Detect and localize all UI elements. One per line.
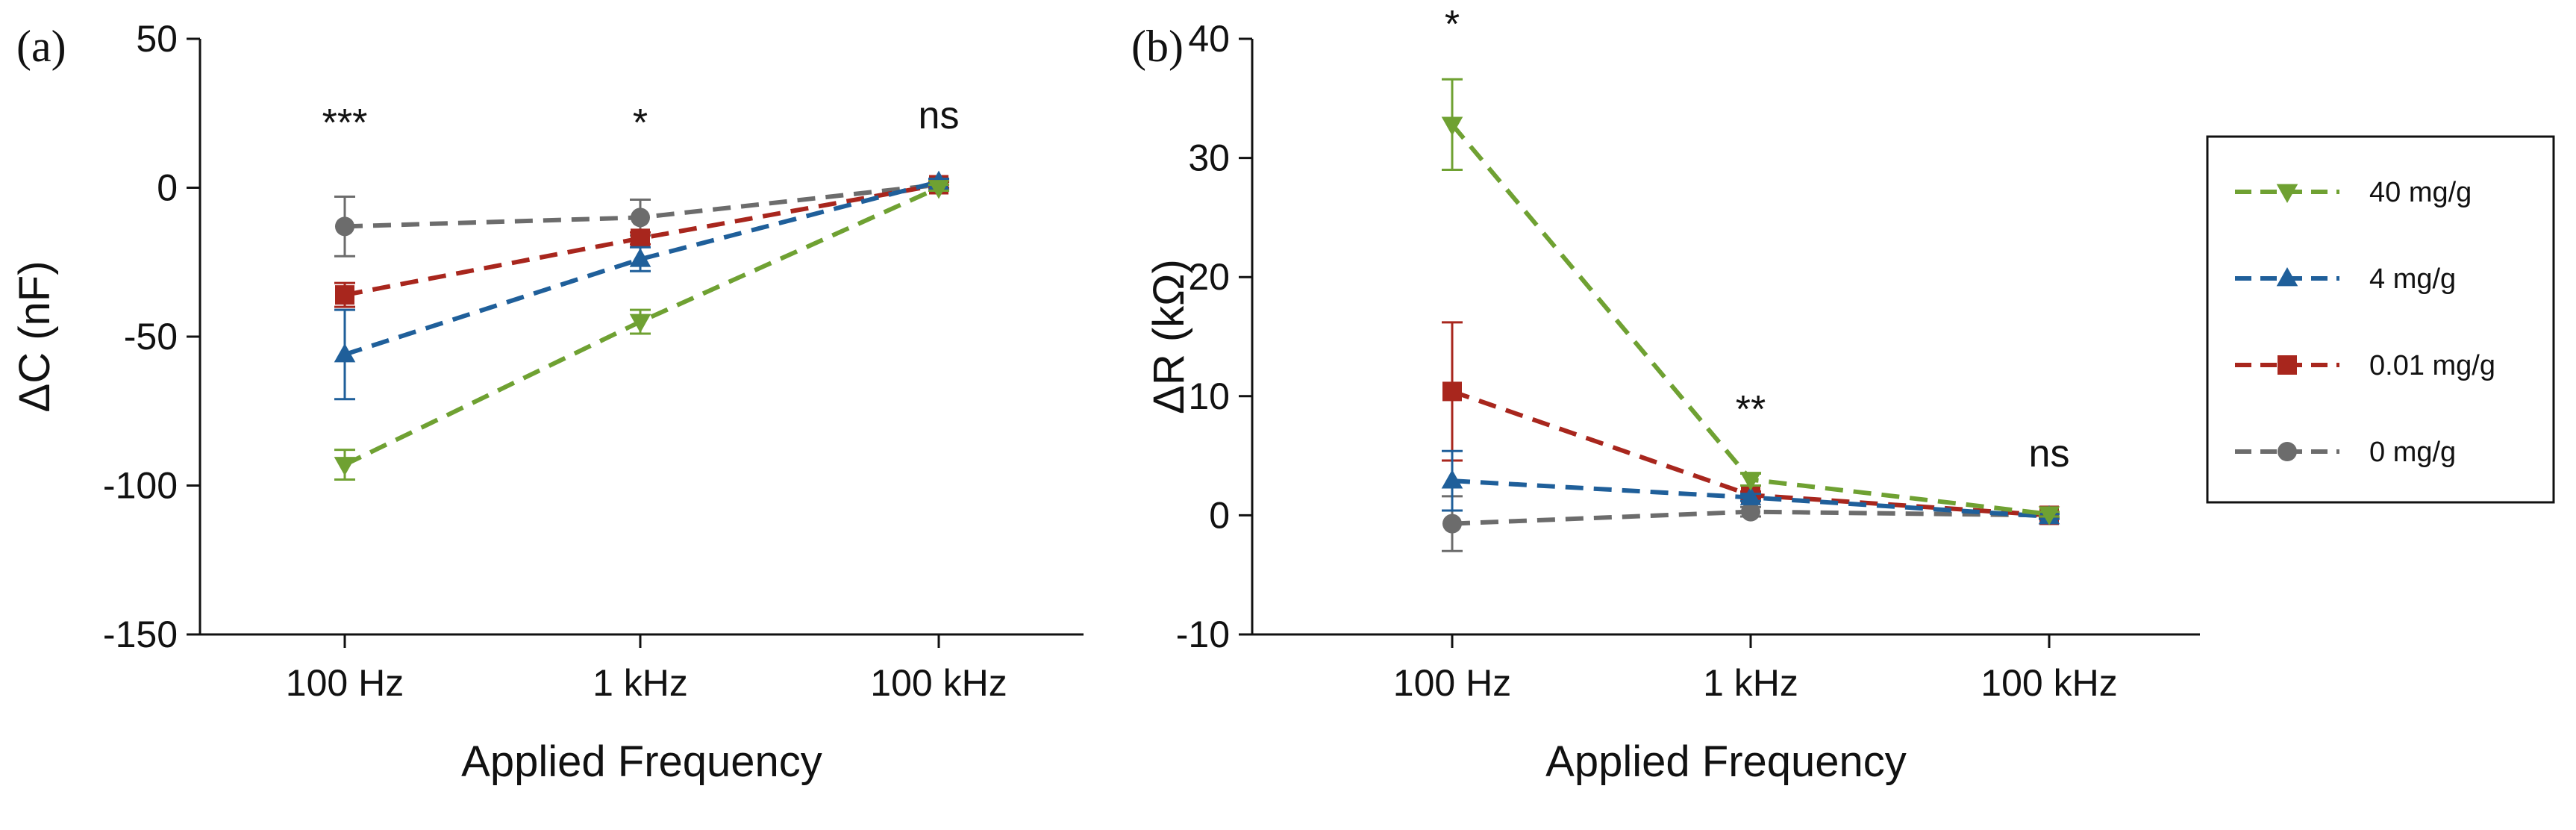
panel-b-point-0-01 [1442,381,1462,402]
panel-b-y-tick-label: 40 [1188,18,1230,60]
panel-b-x-axis-title: Applied Frequency [1545,737,1907,786]
legend-label-0-01: 0.01 mg/g [2369,350,2495,381]
panel-a-point-40 [928,180,950,199]
panel-b-y-tick-label: 30 [1188,137,1230,179]
panel-a-y-axis-title: ΔC (nF) [10,260,59,412]
panel-b-y-tick-label: -10 [1176,614,1230,655]
panel-b-point-4 [1441,469,1463,489]
panel-a-series-line-4 [344,179,940,357]
panel-a-y-tick-label: 50 [136,18,178,60]
panel-a-point-40 [629,313,651,333]
panel-a-point-4 [629,248,651,267]
panel-a-point-0-01 [631,228,650,249]
panel-a-point-0-01 [335,285,354,305]
panel-a-letter: (a) [16,22,66,71]
triangle-up-icon [2276,267,2298,287]
panel-b-y-tick-label: 0 [1209,494,1230,536]
panel-b-x-tick-label: 1 kHz [1703,662,1798,704]
panel-a-significance-label: * [633,102,648,145]
panel-a-x-tick-label: 100 Hz [286,662,404,704]
panel-b-point-40 [2038,506,2060,525]
panel-a-x-tick-label: 100 kHz [870,662,1007,704]
panel-a-y-tick-label: -100 [103,465,178,507]
panel-b-point-0 [1741,502,1760,522]
panel-b-point-40 [1441,116,1463,136]
panel-a-y-tick-label: -150 [103,614,178,655]
panel-a-y-tick-label: 0 [157,167,178,209]
panel-b-point-4 [1739,486,1762,505]
circle-icon [2278,442,2297,461]
panel-b-significance-label: ** [1736,388,1766,431]
panel-b-series-line-40 [1450,122,2050,517]
panel-b-letter: (b) [1131,22,1184,71]
panel-b-y-axis-title: ΔR (kΩ) [1145,259,1193,414]
legend: 40 mg/g 4 mg/g 0.01 mg/g 0 mg/g [2206,135,2555,504]
axes-layer [187,37,2200,648]
square-icon [2278,355,2297,375]
panel-a-point-0 [335,216,354,237]
panel-a-x-axis-title: Applied Frequency [461,737,822,786]
panel-b-significance-label: * [1445,3,1460,46]
panel-a-significance-label: ns [919,94,960,137]
panel-b-y-tick-label: 10 [1188,375,1230,417]
panel-b-point-0 [1442,514,1462,534]
panel-a-point-40 [334,457,356,476]
panel-a-point-4 [334,343,356,363]
triangle-down-icon [2276,184,2298,203]
panel-b-x-tick-label: 100 kHz [1981,662,2117,704]
panel-b-significance-label: ns [2029,432,2070,475]
panel-b-y-tick-label: 20 [1188,256,1230,298]
panel-b-x-tick-label: 100 Hz [1393,662,1511,704]
legend-box [2206,135,2555,504]
legend-label-0: 0 mg/g [2369,437,2456,468]
legend-label-4: 4 mg/g [2369,263,2456,295]
panel-a-significance-label: *** [322,102,368,145]
panel-a-x-tick-label: 1 kHz [593,662,688,704]
panel-a-y-tick-label: -50 [124,316,178,358]
panel-a-point-0 [631,208,650,228]
series-layer [334,78,2060,552]
legend-label-40: 40 mg/g [2369,177,2472,208]
panel-b-point-40 [1739,472,1762,491]
